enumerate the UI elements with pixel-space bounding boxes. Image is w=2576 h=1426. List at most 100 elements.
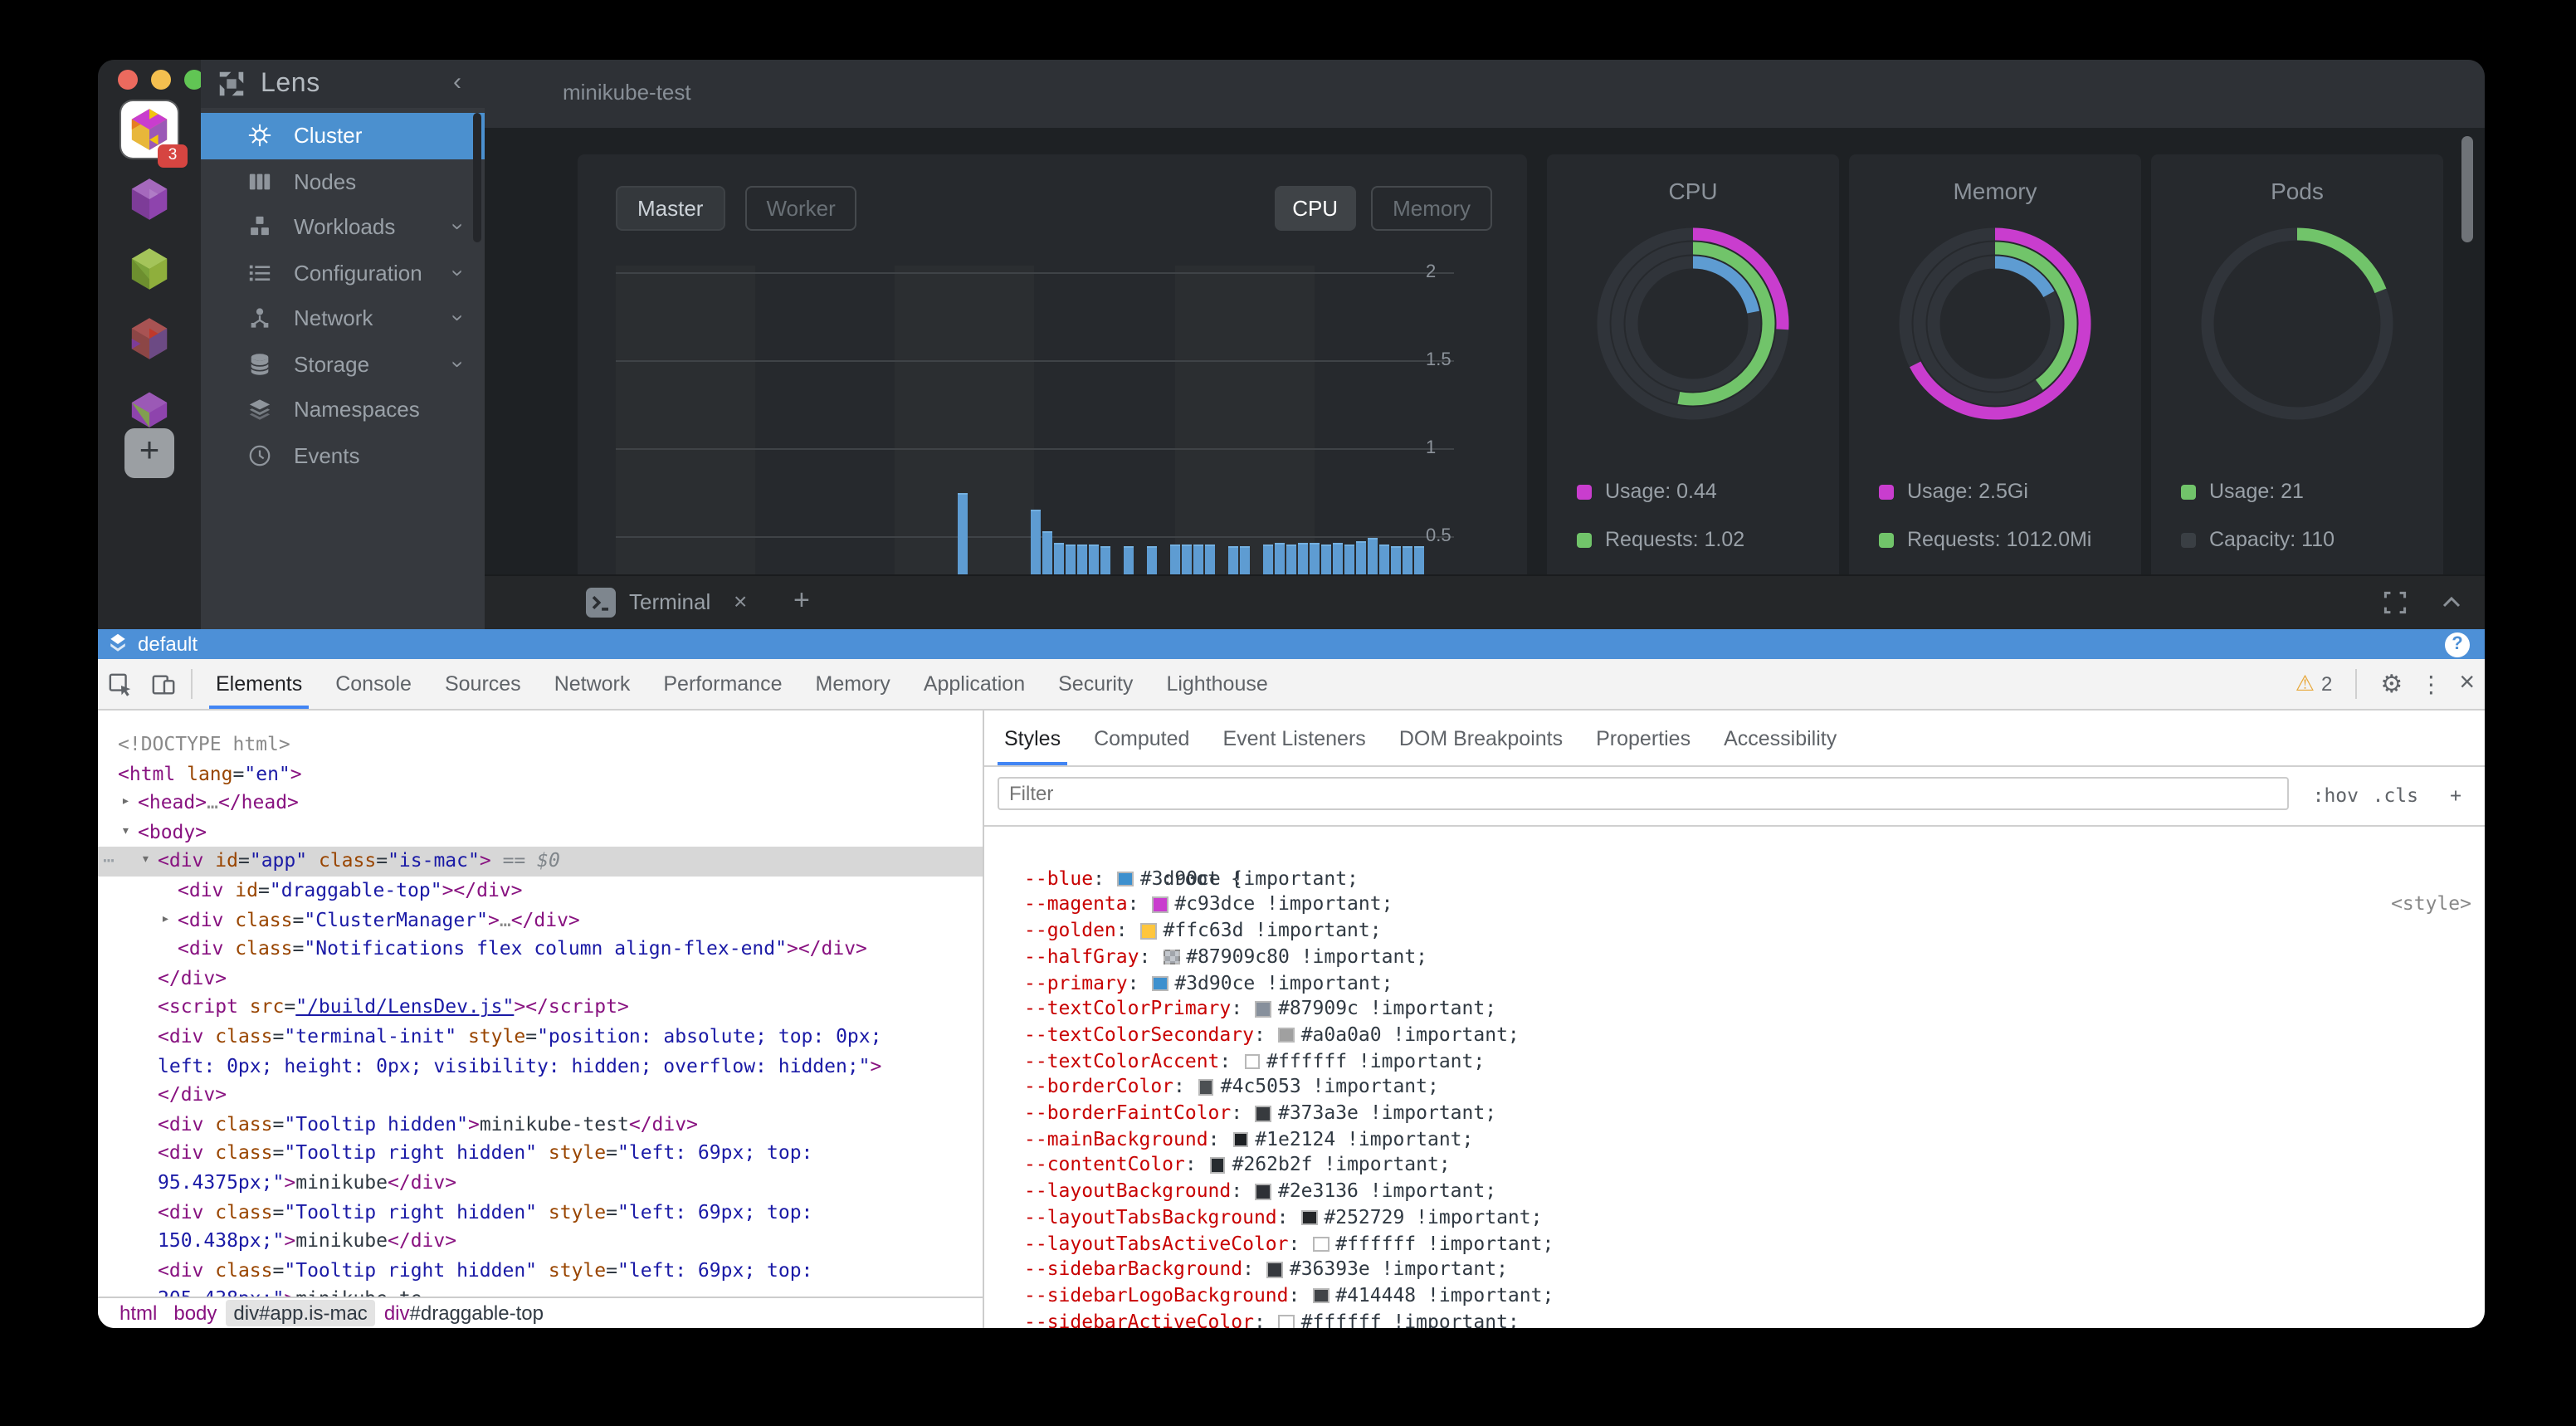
dom-node[interactable]: 95.4375px;">minikube</div> xyxy=(158,1170,457,1194)
devtools-close-icon[interactable]: × xyxy=(2459,669,2475,697)
dom-node[interactable]: <div class="terminal-init" style="positi… xyxy=(158,1024,882,1048)
metric-tab-cpu[interactable]: CPU xyxy=(1274,186,1357,231)
toggle-classes[interactable]: .cls xyxy=(2372,784,2418,807)
sidebar-item-storage[interactable]: Storage › xyxy=(201,341,485,387)
color-swatch[interactable] xyxy=(1209,1157,1226,1174)
gear-icon[interactable]: ⚙ xyxy=(2380,671,2403,699)
cluster-avatar-2[interactable] xyxy=(121,171,178,227)
style-source-link[interactable]: <style> xyxy=(2391,891,2471,916)
toggle-hover-state[interactable]: :hov xyxy=(2312,784,2359,807)
color-swatch[interactable] xyxy=(1255,1106,1271,1121)
inspect-element-icon[interactable] xyxy=(98,662,141,706)
node-tab-worker[interactable]: Worker xyxy=(744,186,857,231)
terminal-add-icon[interactable]: + xyxy=(793,584,810,616)
styles-tab-event-listeners[interactable]: Event Listeners xyxy=(1222,726,1366,750)
cluster-avatar-5[interactable] xyxy=(121,380,178,437)
main-scrollbar[interactable] xyxy=(2461,136,2473,242)
css-property-row[interactable]: --halfGray: #87909c80 !important; xyxy=(1024,944,1428,968)
console-warnings[interactable]: ⚠ 2 xyxy=(2295,671,2333,697)
close-button[interactable] xyxy=(118,70,138,90)
breadcrumb-item[interactable]: html xyxy=(120,1301,158,1325)
sidebar-item-events[interactable]: Events xyxy=(201,432,485,478)
color-swatch[interactable] xyxy=(1140,923,1157,940)
expander-closed-icon[interactable]: ▸ xyxy=(161,911,170,928)
sidebar-item-network[interactable]: Network › xyxy=(201,295,485,341)
breadcrumb-item[interactable]: div#draggable-top xyxy=(383,1301,544,1325)
styles-filter-input[interactable] xyxy=(998,777,2289,810)
tab-memory[interactable]: Memory xyxy=(815,672,890,696)
color-swatch[interactable] xyxy=(1244,1053,1261,1070)
styles-tab-properties[interactable]: Properties xyxy=(1596,726,1691,750)
sidebar-collapse-icon[interactable]: ‹ xyxy=(453,68,461,96)
device-toolbar-icon[interactable] xyxy=(141,662,184,706)
tab-application[interactable]: Application xyxy=(923,672,1026,696)
css-property-row[interactable]: --mainBackground: #1e2124 !important; xyxy=(1024,1126,1474,1150)
color-swatch[interactable] xyxy=(1266,1262,1283,1278)
dom-node[interactable]: 205.438px;">minikube-te… xyxy=(98,1286,983,1297)
tab-lighthouse[interactable]: Lighthouse xyxy=(1166,672,1268,696)
expander-closed-icon[interactable]: ▸ xyxy=(121,794,130,811)
css-property-row[interactable]: --sidebarLogoBackground: #414448 !import… xyxy=(1024,1282,1554,1306)
dom-node[interactable]: <div class="Tooltip right hidden" style=… xyxy=(158,1199,813,1223)
dom-node[interactable]: <div class="Tooltip right hidden" style=… xyxy=(158,1258,813,1282)
sidebar-scrollbar[interactable] xyxy=(473,113,481,242)
dom-node[interactable]: ▸ <div class="ClusterManager">…</div> xyxy=(98,906,983,935)
sidebar-item-configuration[interactable]: Configuration › xyxy=(201,250,485,295)
css-property-row[interactable]: --contentColor: #262b2f !important; xyxy=(1024,1152,1451,1176)
color-swatch[interactable] xyxy=(1313,1236,1329,1252)
css-property-row[interactable]: --layoutBackground: #2e3136 !important; xyxy=(1024,1179,1497,1203)
color-swatch[interactable] xyxy=(1313,1287,1329,1304)
css-property-row[interactable]: --textColorAccent: #ffffff !important; xyxy=(1024,1048,1486,1072)
sidebar-item-namespaces[interactable]: Namespaces xyxy=(201,387,485,432)
sidebar-item-nodes[interactable]: Nodes xyxy=(201,159,485,204)
help-icon[interactable]: ? xyxy=(2445,632,2470,657)
breadcrumb-item[interactable]: body xyxy=(173,1301,217,1325)
expander-open-icon[interactable]: ▾ xyxy=(141,852,150,869)
cluster-avatar-active[interactable]: 3 xyxy=(121,101,188,168)
css-property-row[interactable]: --blue: #3d90ce !important; xyxy=(1024,866,1359,890)
color-swatch[interactable] xyxy=(1278,1027,1295,1043)
tab-elements[interactable]: Elements xyxy=(199,659,319,709)
node-tab-master[interactable]: Master xyxy=(616,186,725,231)
expander-open-icon[interactable]: ▾ xyxy=(121,823,130,840)
css-property-row[interactable]: --textColorPrimary: #87909c !important; xyxy=(1024,996,1497,1020)
metric-tab-memory[interactable]: Memory xyxy=(1371,186,1492,231)
tab-network[interactable]: Network xyxy=(554,672,631,696)
color-swatch[interactable] xyxy=(1278,1314,1295,1328)
color-swatch[interactable] xyxy=(1301,1209,1318,1226)
dom-node[interactable]: <div class="Tooltip right hidden" style=… xyxy=(158,1140,813,1165)
color-swatch[interactable] xyxy=(1255,1001,1271,1018)
breadcrumb-item[interactable]: div#app.is-mac xyxy=(225,1300,376,1326)
dom-node[interactable]: ▾ <body> xyxy=(98,818,983,847)
dom-node[interactable]: <!DOCTYPE html> xyxy=(118,732,290,755)
terminal-close-icon[interactable]: × xyxy=(734,588,748,614)
sidebar-item-workloads[interactable]: Workloads › xyxy=(201,204,485,250)
cluster-avatar-4[interactable] xyxy=(121,310,178,367)
css-selector-line[interactable]: :root { <style> xyxy=(1001,840,2485,915)
fullscreen-icon[interactable] xyxy=(2383,591,2407,623)
css-property-row[interactable]: --primary: #3d90ce !important; xyxy=(1024,970,1393,994)
color-swatch[interactable] xyxy=(1117,871,1134,887)
css-property-row[interactable]: --layoutTabsActiveColor: #ffffff !import… xyxy=(1024,1231,1554,1254)
add-cluster-button[interactable]: + xyxy=(124,428,174,478)
dom-node[interactable]: left: 0px; height: 0px; visibility: hidd… xyxy=(158,1053,882,1077)
styles-tab-computed[interactable]: Computed xyxy=(1094,726,1190,750)
more-actions-icon[interactable]: ⋯ xyxy=(103,848,115,872)
dom-node[interactable]: <script src="/build/LensDev.js"></script… xyxy=(158,994,629,1018)
css-property-row[interactable]: --magenta: #c93dce !important; xyxy=(1024,891,1393,916)
styles-tab-styles[interactable]: Styles xyxy=(988,711,1077,765)
css-property-row[interactable]: --borderFaintColor: #373a3e !important; xyxy=(1024,1101,1497,1124)
minimize-button[interactable] xyxy=(151,70,171,90)
dom-node[interactable]: <div class="Notifications flex column al… xyxy=(178,936,867,960)
dom-node[interactable]: 150.438px;">minikube</div> xyxy=(158,1228,457,1253)
dom-node[interactable]: ▸ <head>…</head> xyxy=(98,789,983,818)
color-swatch[interactable] xyxy=(1232,1131,1249,1148)
cluster-avatar-3[interactable] xyxy=(121,241,178,297)
chevron-up-icon[interactable] xyxy=(2440,591,2463,623)
color-swatch[interactable] xyxy=(1198,1079,1214,1096)
css-property-row[interactable]: --textColorSecondary: #a0a0a0 !important… xyxy=(1024,1022,1520,1046)
tab-sources[interactable]: Sources xyxy=(444,672,521,696)
dom-node[interactable]: <html lang="en"> xyxy=(118,761,302,785)
tab-console[interactable]: Console xyxy=(335,672,412,696)
terminal-tab[interactable]: Terminal xyxy=(629,589,711,614)
